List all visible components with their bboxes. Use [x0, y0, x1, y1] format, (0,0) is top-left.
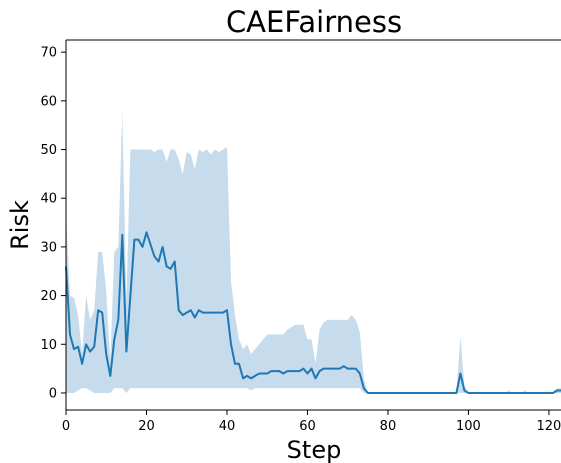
x-tick-label: 20 [138, 419, 155, 434]
y-tick-label: 70 [40, 46, 57, 61]
x-tick-label: 60 [299, 419, 316, 434]
plot-area: 0 20 40 60 80 100 120 0 10 20 30 40 50 60 70 [40, 39, 561, 434]
x-tick-label: 100 [456, 419, 481, 434]
y-tick-label: 40 [40, 192, 57, 207]
y-tick-label: 20 [40, 289, 57, 304]
y-tick-label: 10 [40, 338, 57, 353]
x-tick-label: 120 [537, 419, 561, 434]
y-tick-label: 60 [40, 94, 57, 109]
y-axis-label: Risk [6, 200, 34, 250]
chart-title: CAEFairness [226, 5, 402, 39]
x-tick-label: 40 [219, 419, 236, 434]
y-tick-label: 50 [40, 143, 57, 158]
y-tick-label: 30 [40, 240, 57, 255]
x-tick-label: 80 [380, 419, 397, 434]
series-line [65, 231, 561, 394]
confidence-band [66, 110, 561, 393]
x-tick-label: 0 [62, 419, 70, 434]
y-tick-label: 0 [49, 386, 57, 401]
x-axis-label: Step [287, 436, 342, 463]
